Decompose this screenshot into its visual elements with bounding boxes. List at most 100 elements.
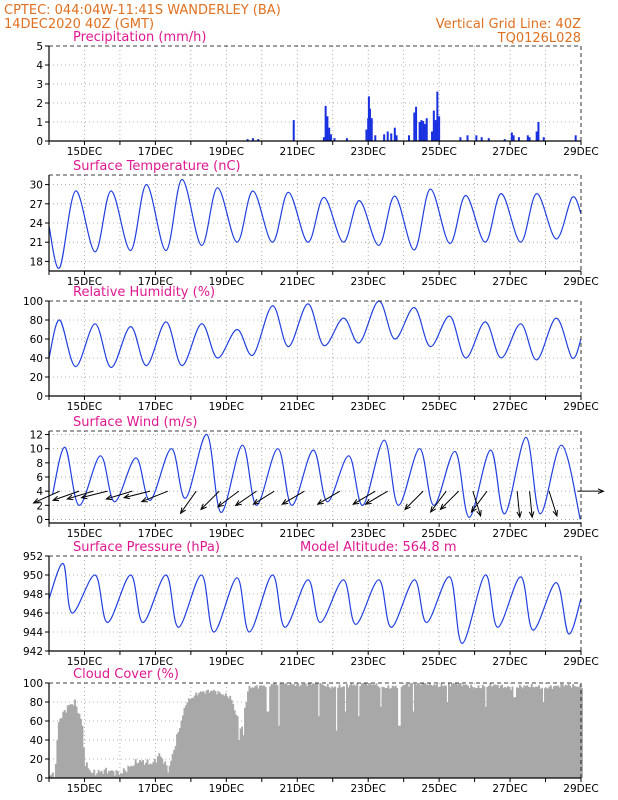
cloud-bar: [581, 687, 583, 778]
wind-vector: [141, 490, 168, 503]
cloud-bar: [300, 684, 303, 778]
cloud-bar: [127, 765, 130, 778]
cloud-bar: [325, 686, 328, 778]
wind-vector: [516, 491, 521, 518]
cloud-bar: [119, 773, 122, 778]
cloud-bar: [579, 684, 582, 778]
cloud-bar: [238, 740, 241, 778]
wind-arrowhead: [179, 507, 186, 515]
x-tick-label: 25DEC: [421, 656, 456, 668]
cloud-bar: [227, 698, 230, 778]
cloud-bar: [258, 685, 261, 778]
cloud-bar: [114, 775, 116, 778]
panel-precipitation: 0 1 2 3 4 5 15DEC 17DEC 19DEC 21DEC 23DEC 25DEC 27DE…: [36, 30, 598, 158]
cloud-bar: [207, 689, 209, 778]
cloud-bar: [541, 687, 543, 778]
cloud-bar: [244, 707, 246, 778]
cloud-bar: [437, 687, 440, 778]
cloud-bar: [150, 764, 153, 778]
x-tick-label: 21DEC: [280, 656, 315, 668]
cloud-bar: [74, 699, 76, 778]
cloud-bar: [518, 684, 521, 778]
wind-arrowhead: [528, 511, 535, 519]
cloud-bar: [514, 697, 517, 778]
panel-title: Precipitation (mm/h): [73, 30, 206, 45]
cloud-bar: [396, 687, 399, 778]
cloud-bar: [560, 683, 563, 778]
cloud-bar: [513, 697, 515, 778]
cloud-bar: [481, 684, 484, 778]
cloud-bar: [412, 711, 415, 778]
cloud-bar: [164, 761, 167, 778]
x-tick-label: 25DEC: [421, 528, 456, 540]
x-tick-label: 23DEC: [350, 401, 385, 413]
x-tick-label: 29DEC: [563, 528, 598, 540]
cloud-bar: [301, 684, 304, 778]
cloud-bar: [288, 684, 291, 778]
cloud-bar: [369, 683, 372, 778]
cloud-bar: [347, 687, 350, 778]
cloud-bar: [334, 686, 337, 778]
cloud-bar: [137, 762, 140, 778]
wind-arrowhead: [404, 503, 411, 511]
cloud-bar: [202, 691, 205, 778]
precip-bar: [528, 137, 531, 141]
cloud-bar: [153, 758, 156, 778]
cloud-bar: [170, 760, 173, 778]
cloud-bar: [381, 686, 384, 778]
cloud-bar: [427, 685, 430, 778]
wind-vector: [440, 490, 459, 510]
y-tick-label: 0: [36, 136, 43, 148]
wind-vector: [365, 490, 388, 505]
cloud-bar: [71, 704, 74, 778]
wind-vector: [352, 490, 376, 505]
cloud-bar: [192, 697, 195, 778]
wind-arrowhead: [352, 499, 360, 505]
cloud-bar: [257, 688, 260, 778]
y-tick-label: 40: [30, 735, 43, 747]
cloud-bar: [561, 684, 564, 778]
cloud-bar: [211, 690, 214, 778]
precip-bar: [420, 120, 423, 141]
cloud-bar: [527, 686, 530, 778]
cloud-bar: [477, 685, 480, 778]
precip-bar: [329, 134, 332, 141]
cloud-bar: [62, 711, 65, 778]
y-tick-label: 6: [36, 472, 43, 484]
cloud-bar: [382, 687, 385, 778]
cloud-bar: [458, 683, 461, 778]
cloud-bar: [564, 684, 567, 778]
cloud-bar: [409, 683, 412, 778]
y-tick-label: 80: [30, 315, 43, 327]
cloud-bar: [434, 685, 437, 778]
cloud-bar: [195, 692, 198, 778]
wind-arrowhead: [80, 493, 88, 500]
cloud-bar: [99, 771, 102, 778]
cloud-bar: [201, 691, 204, 778]
cloud-bar: [337, 687, 340, 778]
cloud-bar: [294, 685, 297, 778]
cloud-bar: [487, 685, 490, 778]
x-tick-label: 21DEC: [280, 276, 315, 288]
wind-line: [51, 433, 581, 520]
precip-bar: [395, 135, 398, 141]
cloud-bar: [134, 759, 137, 778]
cloud-bar: [480, 688, 483, 778]
cloud-bar: [303, 683, 306, 778]
cloud-bar: [508, 686, 511, 778]
x-tick-label: 27DEC: [492, 401, 527, 413]
cloud-bar: [136, 763, 139, 778]
cloud-bar: [49, 776, 51, 778]
cloud-bar: [377, 686, 379, 778]
y-tick-label: 40: [30, 353, 43, 365]
cloud-bar: [111, 770, 113, 778]
cloud-bar: [403, 684, 406, 778]
cloud-bar: [57, 722, 60, 778]
cloud-bar: [252, 687, 255, 778]
cloud-bar: [186, 702, 189, 778]
x-tick-label: 25DEC: [421, 276, 456, 288]
cloud-bar: [204, 693, 207, 778]
cloud-bar: [139, 760, 142, 778]
precip-bar: [537, 122, 540, 141]
cloud-bar: [171, 753, 174, 778]
